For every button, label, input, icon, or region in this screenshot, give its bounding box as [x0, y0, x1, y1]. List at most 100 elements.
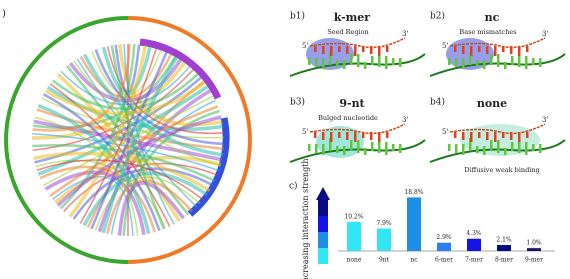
value-label: 2.9%	[436, 234, 452, 241]
nucleotide	[494, 132, 497, 142]
bar	[377, 228, 391, 251]
annotation: Bulged nucleotide	[318, 114, 378, 122]
three-prime: 3'	[542, 116, 548, 124]
chord	[68, 45, 148, 218]
panel-label: b2)	[430, 11, 445, 22]
nucleotide	[336, 146, 339, 153]
nucleotide	[371, 142, 374, 151]
strength-scale	[318, 232, 328, 248]
segment	[139, 38, 222, 100]
nucleotide	[362, 46, 365, 52]
five-prime: 5'	[302, 128, 308, 136]
chord	[90, 51, 168, 230]
nucleotide	[315, 144, 318, 153]
x-tick-label: 9-mer	[525, 257, 543, 264]
five-prime: 5'	[302, 42, 308, 50]
nucleotide	[378, 56, 381, 67]
nucleotide	[502, 46, 505, 52]
diagram-title: 9-nt	[339, 97, 365, 110]
nucleotide	[392, 144, 395, 151]
nucleotide	[454, 132, 457, 138]
mrna-strand	[289, 53, 426, 77]
nucleotide	[497, 54, 500, 67]
nucleotide	[386, 132, 389, 138]
three-prime: 3'	[402, 30, 408, 38]
chord	[56, 115, 222, 207]
nucleotide	[385, 142, 388, 155]
nucleotide	[346, 46, 349, 54]
mrna-strand	[289, 139, 426, 163]
nucleotide	[476, 146, 479, 153]
nucleotide	[462, 46, 465, 54]
diagram: b1) k-mer Seed Region 5' 3'	[289, 11, 426, 77]
strength-scale	[318, 216, 328, 232]
nucleotide	[343, 60, 346, 69]
chord	[44, 170, 146, 235]
nucleotide	[525, 56, 528, 69]
nucleotide	[494, 46, 497, 56]
nucleotide	[399, 144, 402, 153]
nucleotide	[330, 132, 333, 142]
segment	[187, 117, 230, 217]
nucleotide	[308, 144, 311, 151]
nucleotide	[314, 46, 317, 52]
panel-label: b1)	[290, 11, 305, 22]
value-label: 10.2%	[344, 213, 363, 220]
nucleotide	[329, 52, 332, 65]
nucleotide	[532, 144, 535, 151]
nucleotide	[364, 62, 367, 69]
diagram-title: none	[477, 97, 507, 110]
y-axis-label: Increasing interaction strength	[301, 158, 310, 279]
nucleotide	[329, 138, 332, 151]
nucleotide	[357, 54, 360, 67]
chord	[73, 60, 221, 167]
nucleotide	[454, 46, 457, 52]
bar	[437, 242, 451, 251]
nucleotide	[343, 146, 346, 155]
nucleotide	[350, 54, 353, 65]
nucleotide	[470, 132, 473, 142]
nucleotide	[486, 132, 489, 140]
nucleotide	[399, 58, 402, 67]
three-prime: 3'	[542, 30, 548, 38]
chord	[68, 58, 183, 103]
nucleotide	[378, 142, 381, 153]
strength-scale	[318, 248, 328, 264]
nucleotide	[336, 60, 339, 67]
chord	[72, 167, 214, 220]
nucleotide	[455, 58, 458, 67]
value-label: 4.3%	[466, 230, 482, 237]
nucleotide	[510, 46, 513, 54]
nucleotide	[502, 132, 505, 138]
mirna-strand	[449, 123, 546, 135]
nucleotide	[357, 140, 360, 153]
annotation: Diffusive weak binding	[464, 166, 539, 174]
mrna-strand	[429, 139, 566, 163]
nucleotide	[518, 142, 521, 153]
nucleotide	[510, 132, 513, 140]
nucleotide	[322, 58, 325, 69]
bar	[407, 197, 421, 251]
mirna-strand	[309, 37, 406, 49]
nucleotide	[539, 144, 542, 153]
nucleotide	[338, 132, 341, 138]
chord	[110, 45, 166, 230]
chord-diagram	[4, 16, 252, 264]
chord	[101, 56, 179, 234]
nucleotide	[364, 148, 367, 155]
nucleotide	[378, 46, 381, 56]
strength-arrow	[316, 187, 330, 200]
nucleotide	[462, 58, 465, 69]
diagram: b4) none Diffusive weak binding 5' 3'	[429, 97, 566, 174]
bar	[467, 238, 481, 251]
nucleotide	[539, 58, 542, 67]
chord	[36, 159, 204, 201]
x-tick-label: none	[347, 257, 362, 264]
chord	[123, 44, 175, 225]
bar	[527, 248, 541, 251]
mrna-strand	[429, 53, 566, 77]
panel-label: b3)	[290, 97, 305, 108]
nucleotide	[371, 56, 374, 65]
nucleotide	[462, 144, 465, 155]
